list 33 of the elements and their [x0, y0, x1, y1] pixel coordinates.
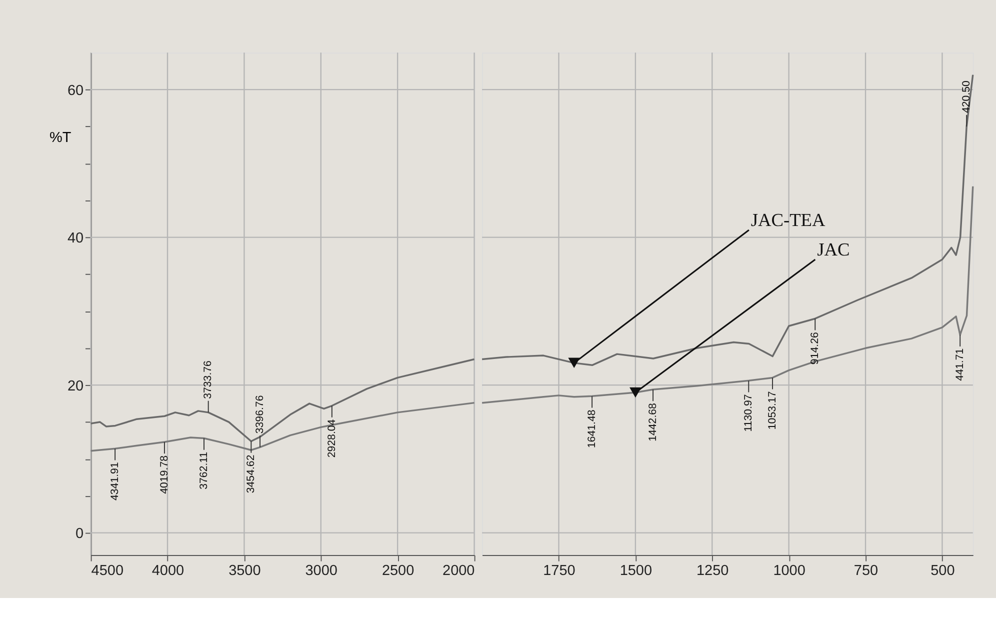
x-tick-label: 4000 [152, 562, 184, 579]
x-tick-label: 4500 [91, 562, 124, 579]
annotation: 1641.48 [586, 410, 598, 448]
y-tick-label: 40 [67, 230, 84, 247]
annotation: 441.71 [954, 348, 966, 381]
x-tick-label: 3500 [228, 562, 261, 579]
x-tick-label: 1000 [773, 562, 806, 579]
annotation: 420.50 [960, 80, 972, 114]
annotation: 3733.76 [202, 360, 214, 399]
annotation: 1442.68 [646, 402, 659, 442]
x-tick-label: 1500 [620, 562, 652, 579]
annotation: 4019.78 [158, 455, 170, 494]
annotation: 2928.04 [326, 419, 338, 458]
annotation: 1053.17 [766, 391, 778, 430]
text: JAC [817, 240, 850, 260]
annotation: 4341.91 [108, 462, 121, 501]
annotation: 3396.76 [254, 395, 266, 434]
y-tick-label: 0 [76, 526, 84, 542]
x-tick-label: 1750 [543, 562, 576, 579]
annotation: 914.26 [809, 332, 822, 365]
y-axis-title: %T [50, 130, 72, 146]
x-tick-label: 750 [854, 562, 878, 579]
x-tick-label: 2000 [442, 562, 475, 579]
x-tick-label: 1250 [696, 562, 729, 579]
text: JAC-TEA [750, 210, 826, 230]
x-tick-label: 3000 [305, 562, 338, 579]
annotation: 3762.11 [198, 452, 210, 490]
annotation: 1130.97 [742, 394, 755, 432]
annotation: 3454.62 [245, 454, 258, 494]
x-tick-label: 500 [930, 562, 955, 579]
y-tick-label: 20 [67, 378, 84, 394]
x-tick-label: 2500 [382, 562, 414, 579]
y-tick-label: 60 [67, 82, 84, 99]
